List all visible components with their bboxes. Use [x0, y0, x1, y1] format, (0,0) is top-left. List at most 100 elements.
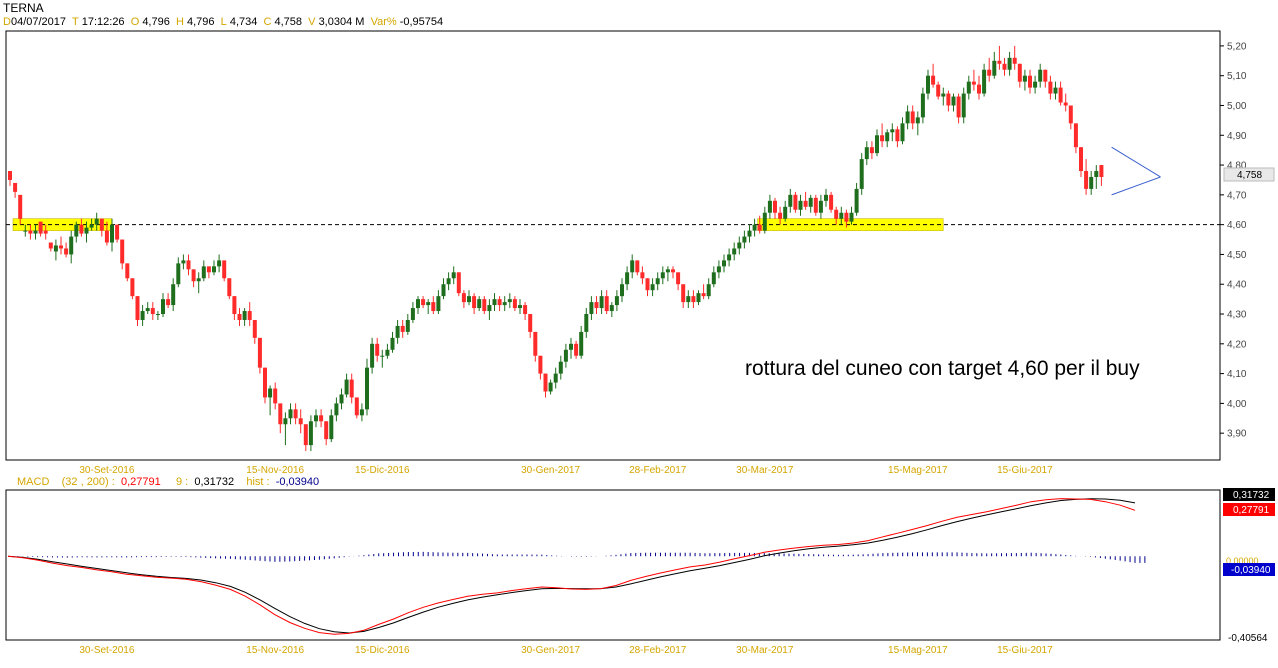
candle [1022, 69, 1027, 91]
candle-body [502, 302, 507, 306]
candle [247, 302, 252, 326]
candle-body [1033, 81, 1038, 88]
candle-body [885, 132, 890, 142]
candle-body [732, 248, 737, 255]
candle [783, 200, 788, 222]
candle [742, 230, 747, 249]
x-tick-label: 15-Giu-2017 [997, 465, 1053, 476]
candle [1017, 63, 1022, 88]
candle [502, 296, 507, 312]
candle-body [737, 242, 742, 249]
candle [569, 337, 573, 359]
low-key: L [220, 16, 227, 28]
candle [1068, 105, 1073, 130]
candle [324, 421, 329, 446]
candle-body [640, 272, 645, 279]
candle-body [53, 245, 58, 252]
candle [8, 171, 12, 186]
candle-body [569, 343, 573, 350]
candle [176, 257, 181, 288]
candle-body [28, 230, 33, 234]
candle [645, 278, 650, 297]
candle [1073, 123, 1078, 154]
hist-value: -0,03940 [275, 476, 320, 488]
candle-body [110, 224, 114, 243]
candle-body [1007, 57, 1012, 70]
candle [971, 69, 976, 91]
candle [84, 221, 89, 243]
candle [716, 260, 721, 279]
candle-body [18, 194, 23, 219]
candle-body [1068, 105, 1073, 124]
candle-body [992, 60, 997, 76]
candle-body [987, 69, 992, 76]
candle-body [645, 278, 650, 291]
candle [298, 409, 303, 434]
candle-body [441, 284, 446, 297]
candle-body [701, 293, 706, 297]
x-tick-label: 15-Mag-2017 [888, 465, 948, 476]
candle-body [589, 302, 594, 315]
candle-body [400, 325, 405, 332]
time-key: T [71, 16, 79, 28]
candle [278, 403, 283, 434]
candle-body [252, 319, 257, 338]
open-value: 4,796 [142, 16, 170, 28]
candle-body [691, 296, 696, 303]
candle-body [890, 129, 895, 133]
candle-body [416, 299, 420, 309]
candle [451, 266, 456, 285]
candle-body [880, 135, 885, 142]
wedge-pattern [1111, 146, 1161, 196]
candle-body [915, 117, 920, 124]
candle [135, 296, 140, 326]
candle-body [1043, 69, 1048, 82]
candle [421, 296, 426, 309]
candle-body [365, 367, 369, 410]
y-tick-label: 4,60 [1227, 220, 1247, 231]
candle [222, 260, 227, 282]
x-tick-label: 30-Mar-2017 [736, 465, 794, 476]
candle-body [171, 284, 176, 306]
candle-body [625, 272, 630, 285]
candle [676, 272, 681, 291]
candle-body [859, 159, 864, 189]
x-tick-label: 15-Dic-2016 [355, 465, 410, 476]
candle [1089, 171, 1094, 195]
candle-body [8, 171, 12, 180]
candle-body [803, 200, 808, 207]
candle [584, 308, 589, 338]
candle [431, 296, 436, 315]
candle [1043, 69, 1048, 88]
candle-body [349, 379, 354, 398]
candle [630, 254, 635, 279]
candle [268, 385, 273, 416]
candle [895, 126, 900, 148]
candle-body [620, 284, 624, 297]
candle [533, 331, 538, 362]
candle-body [329, 415, 334, 440]
candle [1053, 81, 1058, 100]
candle-body [518, 305, 522, 309]
candle [941, 87, 946, 106]
candle [482, 296, 487, 315]
candle [834, 206, 839, 225]
candle [655, 272, 660, 291]
low-value: 4,734 [229, 16, 258, 28]
candle [620, 278, 624, 303]
candle-body [783, 206, 788, 219]
candle [43, 224, 48, 240]
candle [1002, 57, 1007, 76]
candle [196, 272, 201, 294]
last-price-tag: 4,758 [1223, 167, 1275, 182]
candle [110, 218, 114, 252]
candle-body [319, 415, 324, 422]
candle-body [686, 296, 691, 303]
candle [334, 397, 339, 422]
x-tick-label: 30-Gen-2017 [521, 465, 580, 476]
candle [885, 129, 890, 148]
candle [461, 290, 466, 309]
candle [548, 379, 553, 395]
candle [171, 278, 176, 312]
high-key: H [175, 16, 184, 28]
